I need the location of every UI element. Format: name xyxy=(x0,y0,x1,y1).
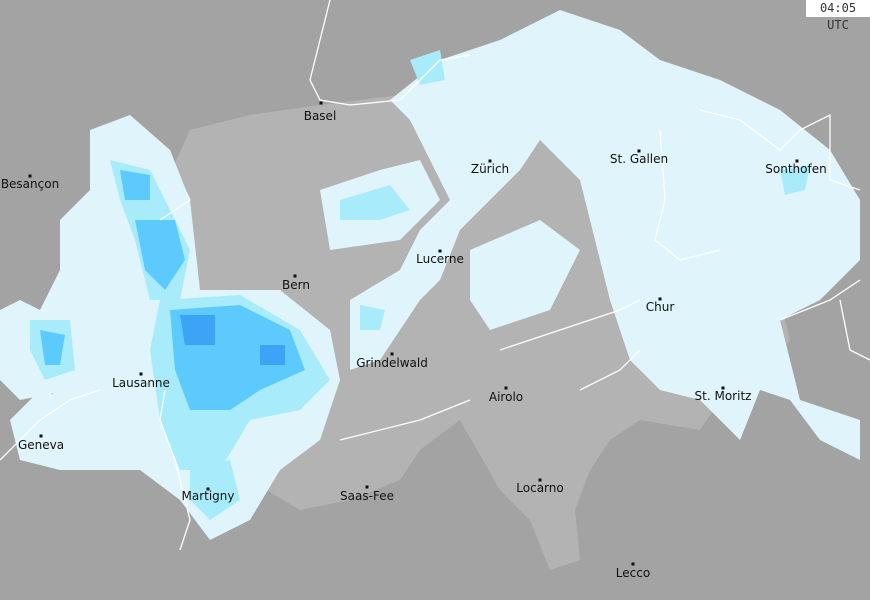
city-marker xyxy=(139,372,143,376)
city-label: Chur xyxy=(645,300,675,314)
city-marker xyxy=(721,386,725,390)
city-label: Airolo xyxy=(488,390,524,404)
city-marker xyxy=(206,487,210,491)
city-marker xyxy=(438,249,442,253)
city-label: Sonthofen xyxy=(765,162,827,176)
city-label: Lucerne xyxy=(416,252,464,266)
city-marker xyxy=(488,159,492,163)
city-marker xyxy=(28,174,32,178)
city-label: Besançon xyxy=(0,177,60,191)
city-marker xyxy=(538,478,542,482)
city-label: Geneva xyxy=(17,438,65,452)
city-label: Locarno xyxy=(516,481,564,495)
city-label: St. Moritz xyxy=(694,389,752,403)
city-marker xyxy=(39,434,43,438)
city-label: Saas-Fee xyxy=(340,489,394,503)
border-lines xyxy=(0,0,870,551)
precip-heavy xyxy=(180,315,285,365)
timestamp-label: 04:05 UTC xyxy=(806,0,870,32)
city-label: Basel xyxy=(303,109,337,123)
city-label: Zürich xyxy=(470,162,510,176)
city-marker xyxy=(319,101,323,105)
city-marker xyxy=(365,485,369,489)
precip-light xyxy=(0,10,860,540)
city-label: Grindelwald xyxy=(356,356,428,370)
city-marker xyxy=(390,352,394,356)
city-label: Bern xyxy=(282,278,310,292)
city-marker xyxy=(504,386,508,390)
city-marker xyxy=(637,149,641,153)
city-marker xyxy=(795,159,799,163)
city-marker xyxy=(658,297,662,301)
city-label: Lecco xyxy=(615,566,651,580)
city-marker xyxy=(293,274,297,278)
city-label: Martigny xyxy=(181,489,235,503)
city-label: St. Gallen xyxy=(609,152,669,166)
city-marker xyxy=(631,562,635,566)
city-label: Lausanne xyxy=(112,376,170,390)
